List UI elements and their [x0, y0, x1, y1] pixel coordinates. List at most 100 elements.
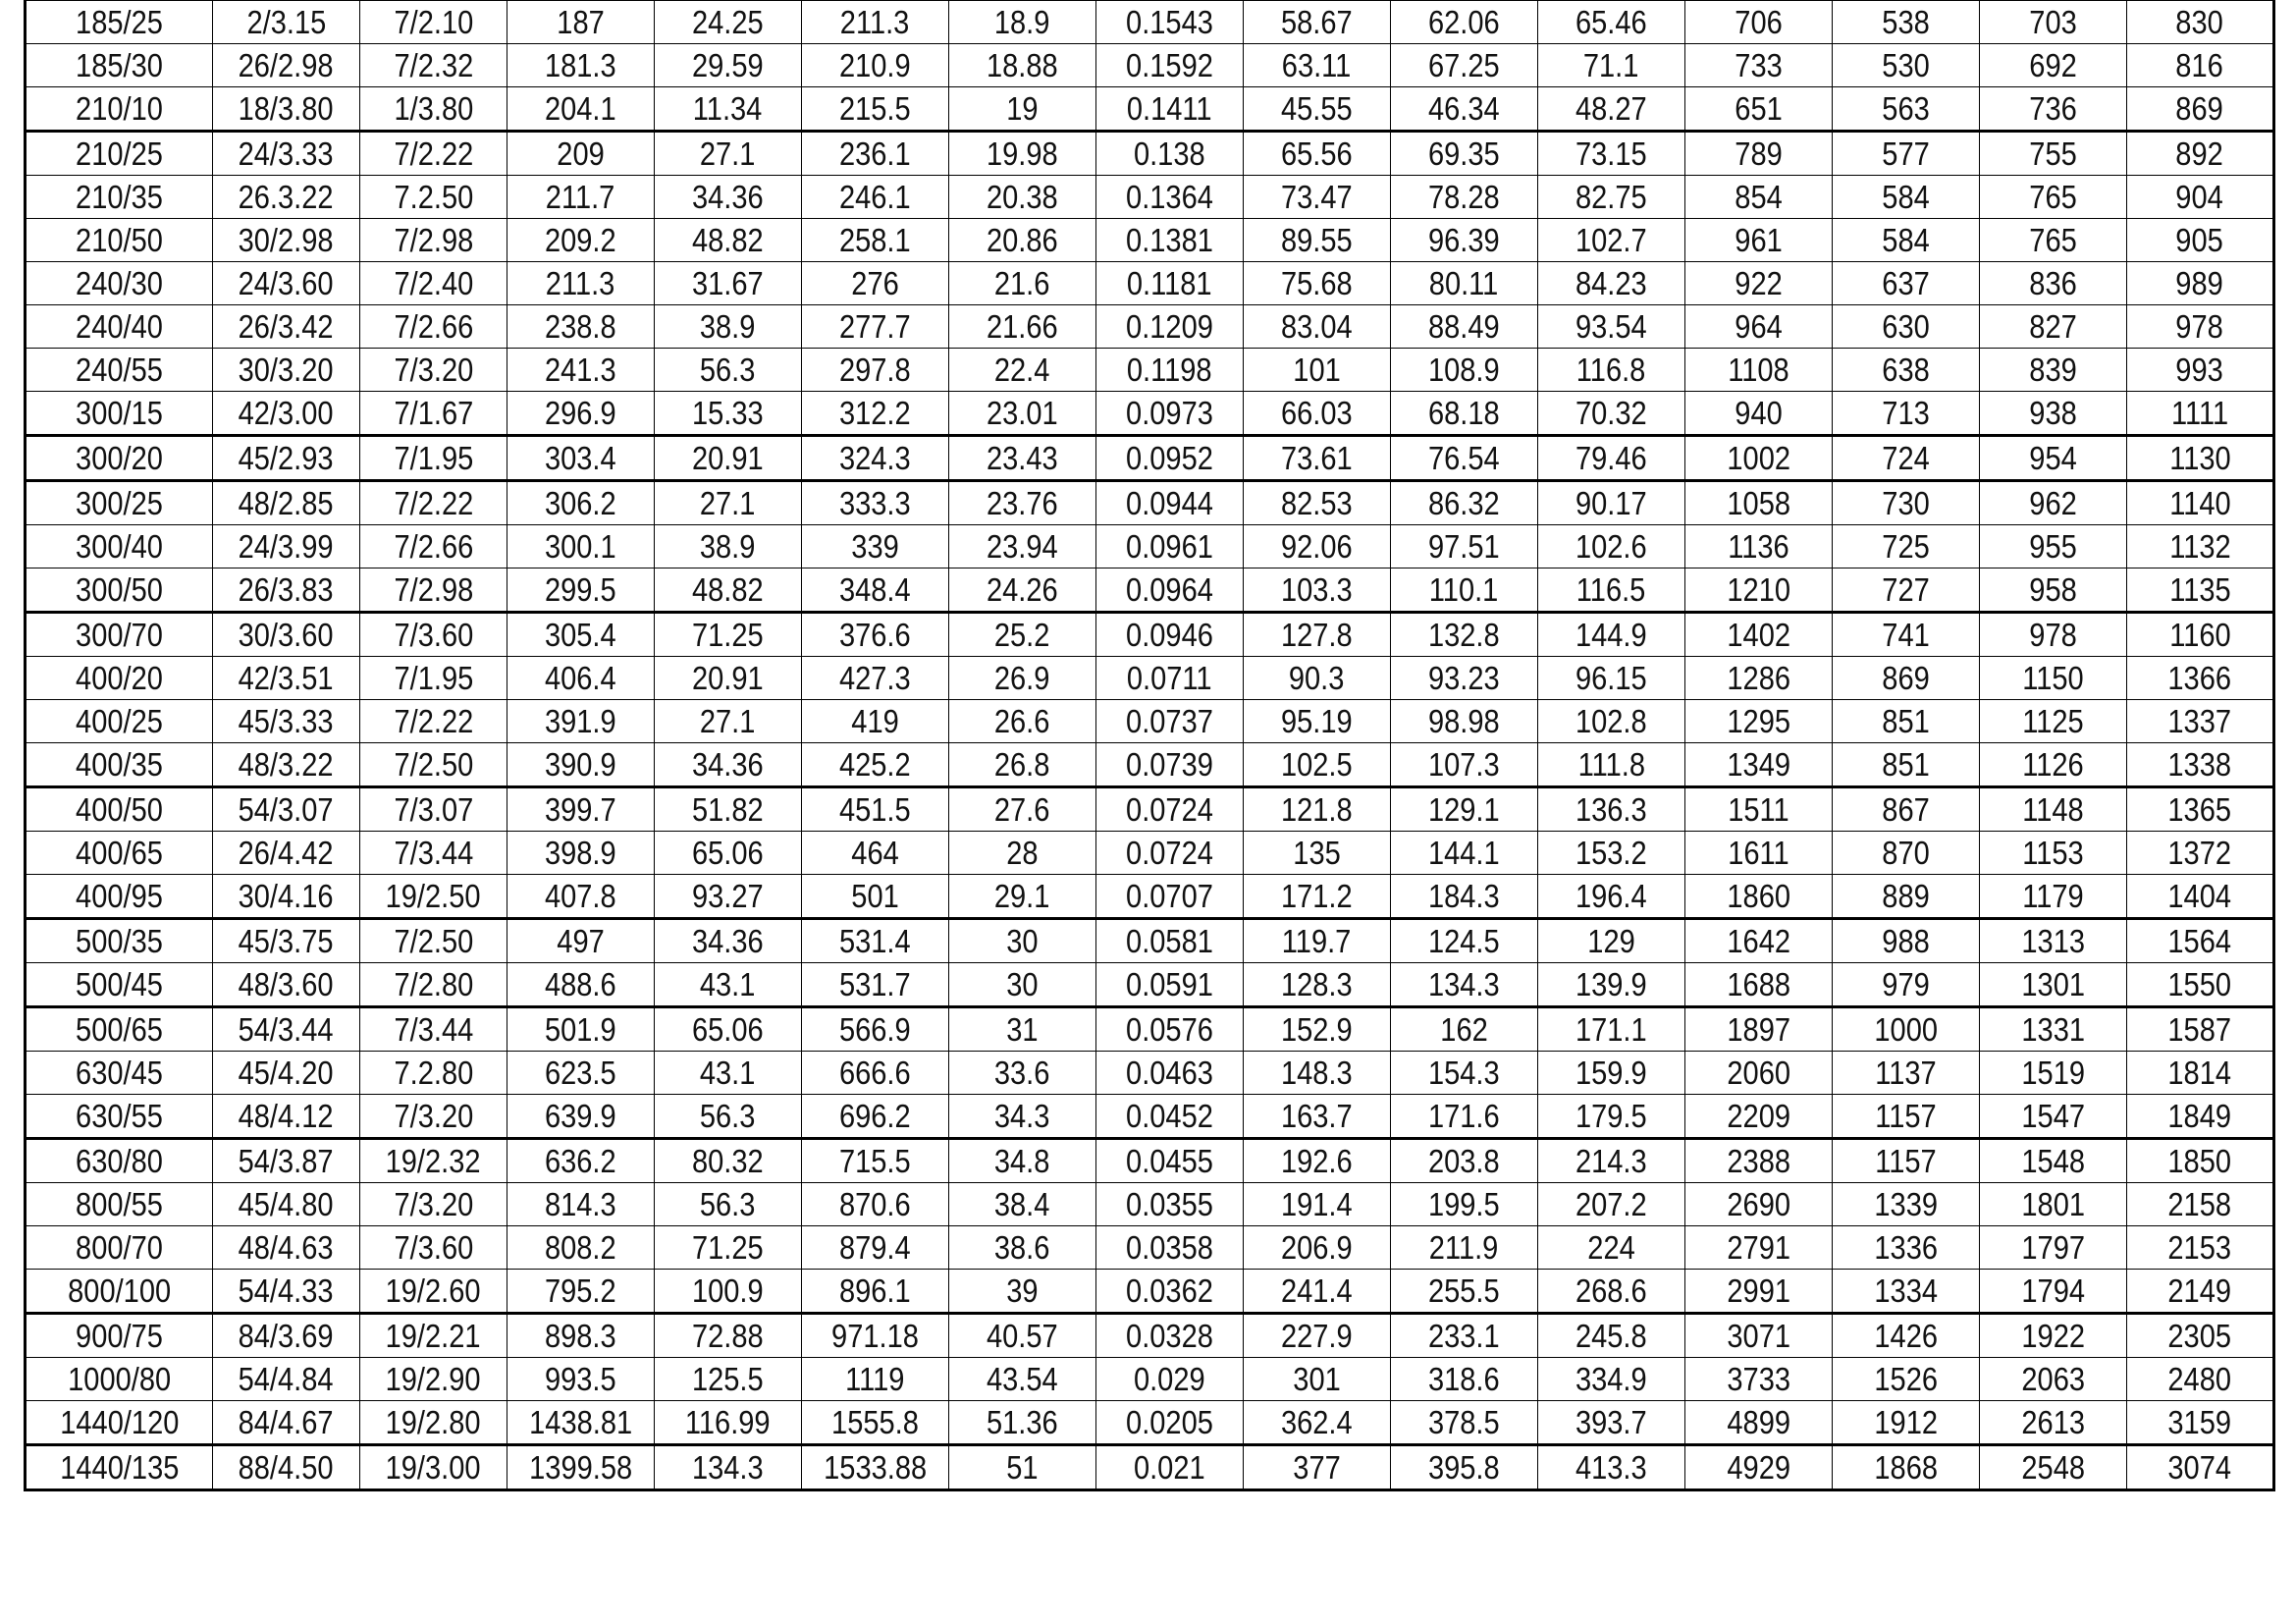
cell-text: 185/25 — [76, 4, 163, 40]
cell-text: 1150 — [2022, 660, 2084, 696]
table-cell: 733 — [1684, 43, 1833, 87]
table-cell: 1912 — [1832, 1400, 1980, 1445]
table-row: 240/55 30/3.20 7/3.20 241.3 56.3 297.8 22.4 0.1… — [25, 348, 2274, 392]
table-cell: 63.11 — [1243, 43, 1391, 87]
table-cell: 26.6 — [948, 699, 1096, 743]
cell-text: 889 — [1882, 878, 1930, 914]
table-cell: 1108 — [1684, 348, 1833, 392]
cell-text: 102.7 — [1575, 222, 1647, 258]
cell-text: 23.01 — [987, 395, 1058, 431]
cell-text: 93.54 — [1575, 308, 1647, 345]
cell-text: 34.3 — [994, 1098, 1050, 1134]
cell-text: 300.1 — [545, 528, 616, 565]
cell-text: 7/2.40 — [394, 265, 473, 301]
table-cell: 30 — [948, 917, 1096, 963]
row-header-cell: 630/80 — [25, 1137, 213, 1183]
cell-text: 210/50 — [76, 222, 163, 258]
table-cell: 795.2 — [507, 1269, 655, 1314]
cell-text: 7/2.22 — [394, 485, 473, 521]
table-cell: 538 — [1832, 0, 1980, 44]
cell-text: 129.1 — [1428, 791, 1500, 828]
cell-text: 736 — [2029, 90, 2077, 127]
table-cell: 101 — [1243, 348, 1391, 392]
table-cell: 814.3 — [507, 1182, 655, 1226]
cell-text: 210.9 — [839, 47, 911, 83]
table-cell: 199.5 — [1390, 1182, 1538, 1226]
cell-text: 79.46 — [1575, 440, 1647, 476]
cell-text: 1611 — [1728, 835, 1789, 871]
table-cell: 134.3 — [1390, 962, 1538, 1007]
table-cell: 184.3 — [1390, 874, 1538, 919]
cell-text: 922 — [1735, 265, 1783, 301]
table-cell: 20.86 — [948, 218, 1096, 262]
table-cell: 696.2 — [801, 1094, 949, 1139]
cell-text: 102.8 — [1575, 703, 1647, 739]
cell-text: 19/2.32 — [386, 1143, 481, 1179]
cell-text: 29.59 — [692, 47, 764, 83]
cell-text: 19/3.00 — [386, 1449, 481, 1486]
cell-text: 530 — [1882, 47, 1930, 83]
cell-text: 90.17 — [1575, 485, 1647, 521]
cell-text: 0.1181 — [1127, 265, 1212, 301]
cell-text: 0.0355 — [1126, 1186, 1213, 1222]
cell-text: 706 — [1735, 4, 1783, 40]
cell-text: 696.2 — [839, 1098, 911, 1134]
table-row: 500/35 45/3.75 7/2.50 497 34.36 531.4 30 0.0581… — [25, 917, 2274, 963]
table-cell: 1519 — [1979, 1051, 2127, 1095]
table-cell: 211.3 — [801, 0, 949, 44]
cell-text: 400/20 — [76, 660, 163, 696]
cell-text: 1438.81 — [529, 1404, 632, 1440]
cell-text: 148.3 — [1281, 1055, 1353, 1091]
row-header-cell: 800/70 — [25, 1225, 213, 1270]
cell-text: 464 — [851, 835, 899, 871]
cell-text: 152.9 — [1281, 1011, 1353, 1048]
table-cell: 129.1 — [1390, 785, 1538, 832]
cell-text: 715.5 — [839, 1143, 911, 1179]
cell-text: 7/2.22 — [394, 135, 473, 172]
table-cell: 306.2 — [507, 479, 655, 525]
table-cell: 623.5 — [507, 1051, 655, 1095]
table-cell: 88/4.50 — [212, 1443, 360, 1490]
cell-text: 159.9 — [1575, 1055, 1647, 1091]
cell-text: 19/2.60 — [386, 1272, 481, 1309]
cell-text: 1547 — [2021, 1098, 2085, 1134]
cell-text: 80.11 — [1429, 265, 1499, 301]
table-cell: 938 — [1979, 391, 2127, 436]
cell-text: 63.11 — [1282, 47, 1352, 83]
table-row: 900/75 84/3.69 19/2.21 898.3 72.88 971.18 40.5… — [25, 1312, 2274, 1358]
table-cell: 334.9 — [1537, 1357, 1685, 1401]
cell-text: 19.98 — [987, 135, 1058, 172]
table-cell: 11.34 — [654, 86, 802, 132]
cell-text: 7.2.50 — [394, 179, 473, 215]
cell-text: 300/40 — [76, 528, 163, 565]
table-row: 630/80 54/3.87 19/2.32 636.2 80.32 715.5 34.8 0… — [25, 1137, 2274, 1183]
cell-text: 15.33 — [692, 395, 764, 431]
table-cell: 246.1 — [801, 175, 949, 219]
cell-text: 1002 — [1727, 440, 1790, 476]
cell-text: 500/35 — [76, 923, 163, 959]
table-row: 210/50 30/2.98 7/2.98 209.2 48.82 258.1 20.86 0… — [25, 218, 2274, 262]
cell-text: 38.9 — [700, 308, 756, 345]
table-cell: 26/3.83 — [212, 568, 360, 613]
table-cell: 0.1592 — [1095, 43, 1244, 87]
table-cell: 851 — [1832, 699, 1980, 743]
table-cell: 7/3.44 — [359, 831, 507, 875]
table-cell: 30/3.20 — [212, 348, 360, 392]
table-cell: 90.3 — [1243, 656, 1391, 700]
cell-text: 211.9 — [1429, 1229, 1499, 1266]
table-cell: 1125 — [1979, 699, 2127, 743]
cell-text: 7/2.10 — [394, 4, 473, 40]
table-cell: 171.6 — [1390, 1094, 1538, 1139]
table-cell: 7/2.50 — [359, 917, 507, 963]
cell-text: 399.7 — [545, 791, 616, 828]
table-cell: 451.5 — [801, 785, 949, 832]
cell-text: 93.23 — [1428, 660, 1500, 696]
cell-text: 0.0724 — [1126, 791, 1213, 828]
table-cell: 2613 — [1979, 1400, 2127, 1445]
cell-text: 1526 — [1874, 1361, 1938, 1397]
table-cell: 348.4 — [801, 568, 949, 613]
cell-text: 703 — [2029, 4, 2077, 40]
cell-text: 116.8 — [1576, 352, 1646, 388]
cell-text: 303.4 — [545, 440, 616, 476]
table-cell: 964 — [1684, 304, 1833, 349]
